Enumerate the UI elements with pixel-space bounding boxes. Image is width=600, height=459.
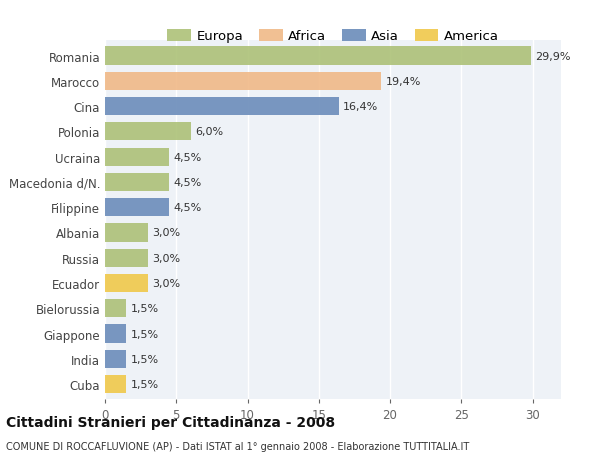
Bar bbox=[105, 350, 127, 368]
Text: 1,5%: 1,5% bbox=[131, 379, 159, 389]
Bar bbox=[105, 249, 148, 267]
Bar bbox=[105, 199, 169, 217]
Text: Cittadini Stranieri per Cittadinanza - 2008: Cittadini Stranieri per Cittadinanza - 2… bbox=[6, 415, 335, 429]
Legend: Europa, Africa, Asia, America: Europa, Africa, Asia, America bbox=[162, 25, 504, 49]
Text: 16,4%: 16,4% bbox=[343, 102, 378, 112]
Text: 1,5%: 1,5% bbox=[131, 303, 159, 313]
Bar bbox=[105, 98, 338, 116]
Bar bbox=[105, 325, 127, 343]
Text: 1,5%: 1,5% bbox=[131, 329, 159, 339]
Text: 3,0%: 3,0% bbox=[152, 278, 180, 288]
Text: 3,0%: 3,0% bbox=[152, 228, 180, 238]
Text: 4,5%: 4,5% bbox=[173, 152, 202, 162]
Text: 3,0%: 3,0% bbox=[152, 253, 180, 263]
Bar bbox=[105, 274, 148, 292]
Text: COMUNE DI ROCCAFLUVIONE (AP) - Dati ISTAT al 1° gennaio 2008 - Elaborazione TUTT: COMUNE DI ROCCAFLUVIONE (AP) - Dati ISTA… bbox=[6, 441, 469, 451]
Bar bbox=[105, 174, 169, 191]
Bar bbox=[105, 148, 169, 166]
Text: 4,5%: 4,5% bbox=[173, 178, 202, 187]
Bar bbox=[105, 73, 382, 91]
Bar bbox=[105, 123, 191, 141]
Bar bbox=[105, 299, 127, 318]
Bar bbox=[105, 375, 127, 393]
Text: 6,0%: 6,0% bbox=[195, 127, 223, 137]
Text: 4,5%: 4,5% bbox=[173, 203, 202, 213]
Text: 1,5%: 1,5% bbox=[131, 354, 159, 364]
Bar bbox=[105, 47, 531, 66]
Text: 19,4%: 19,4% bbox=[386, 77, 421, 87]
Bar bbox=[105, 224, 148, 242]
Text: 29,9%: 29,9% bbox=[535, 51, 571, 62]
